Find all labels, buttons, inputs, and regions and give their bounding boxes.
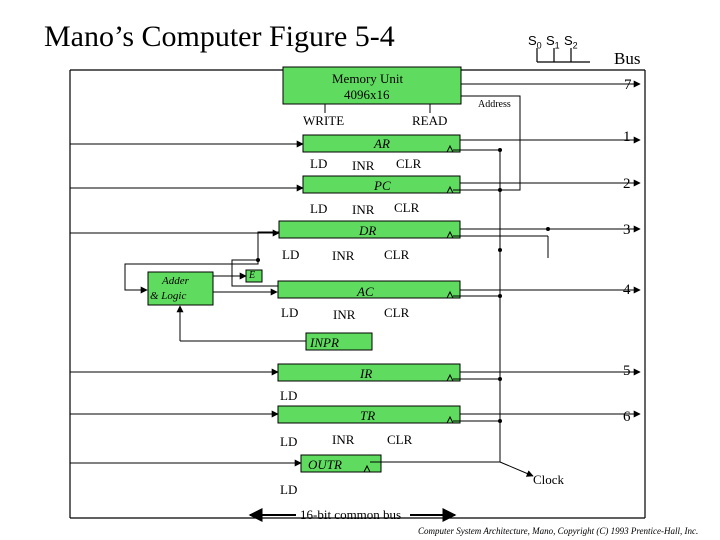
bus-caption: 16-bit common bus	[300, 507, 402, 522]
ar-clr: CLR	[396, 156, 422, 171]
register-inpr	[176, 305, 373, 351]
tr-ld: LD	[280, 434, 298, 449]
memory-box	[282, 66, 462, 105]
bus-label: Bus	[614, 49, 641, 68]
register-ar	[70, 134, 641, 153]
memory-bus-number: 7	[624, 77, 632, 93]
ac-ld: LD	[281, 305, 299, 320]
ac-number: 4	[623, 282, 631, 298]
ar-clock-tick	[446, 144, 454, 153]
register-ir	[70, 363, 641, 382]
address-label: Address	[478, 99, 511, 110]
dr-number: 3	[623, 222, 631, 238]
tr-number: 6	[623, 409, 631, 425]
ir-number: 5	[623, 363, 631, 379]
dr-to-adder	[124, 231, 279, 294]
dr-clr: CLR	[384, 247, 410, 262]
register-ac	[231, 259, 641, 299]
tr-name: TR	[360, 408, 376, 423]
select-s1: S1	[546, 33, 560, 51]
select-s0: S0	[528, 33, 542, 51]
outr-ld: LD	[280, 482, 298, 497]
ir-clock-tick	[446, 373, 454, 382]
pc-number: 2	[623, 176, 631, 192]
tr-clock-tick	[446, 415, 454, 424]
address-line	[460, 95, 521, 191]
memory-write-label: WRITE	[303, 113, 345, 128]
pc-inr: INR	[352, 202, 375, 217]
register-tr	[70, 405, 641, 424]
clock-label: Clock	[533, 472, 565, 487]
inpr-name: INPR	[310, 335, 339, 350]
tr-inr: INR	[332, 432, 355, 447]
pc-clock-tick	[446, 185, 454, 194]
junction-dots	[256, 148, 550, 423]
memory-unit	[282, 66, 641, 191]
adder-label-line1: Adder	[162, 275, 189, 287]
dr-name: DR	[359, 223, 377, 238]
memory-label-line2: 4096x16	[344, 87, 390, 102]
outr-clock-tick	[363, 464, 371, 473]
adder-logic	[147, 269, 278, 306]
clock-arrow-line	[499, 461, 534, 477]
ac-clr: CLR	[384, 305, 410, 320]
ac-feedback	[231, 259, 278, 287]
select-s2: S2	[564, 33, 578, 51]
outr-name: OUTR	[308, 457, 342, 472]
ac-inr: INR	[333, 307, 356, 322]
ar-ld: LD	[310, 156, 328, 171]
pc-ld: LD	[310, 201, 328, 216]
pc-name: PC	[374, 178, 391, 193]
adder-label-line2: & Logic	[150, 290, 187, 302]
memory-label-line1: Memory Unit	[332, 71, 404, 86]
page-title: Mano’s Computer Figure 5-4	[44, 20, 395, 53]
ir-name: IR	[360, 366, 373, 381]
clock-network	[370, 149, 549, 477]
ar-inr: INR	[352, 158, 375, 173]
memory-read-label: READ	[412, 113, 448, 128]
ar-name: AR	[374, 136, 390, 151]
dr-inr: INR	[332, 248, 355, 263]
ac-clock-tick	[446, 290, 454, 299]
register-pc	[70, 175, 641, 194]
tr-clr: CLR	[387, 432, 413, 447]
pc-clr: CLR	[394, 200, 420, 215]
e-label: E	[249, 270, 256, 281]
footer-credit: Computer System Architecture, Mano, Copy…	[418, 526, 699, 536]
adder-box	[147, 271, 214, 306]
ir-ld: LD	[280, 388, 298, 403]
bus-structure	[69, 48, 646, 519]
dr-ld: LD	[282, 247, 300, 262]
register-outr	[70, 454, 382, 473]
register-dr	[70, 220, 641, 294]
ac-name: AC	[357, 284, 374, 299]
dr-clock-tick	[446, 230, 454, 239]
ar-number: 1	[623, 129, 631, 145]
